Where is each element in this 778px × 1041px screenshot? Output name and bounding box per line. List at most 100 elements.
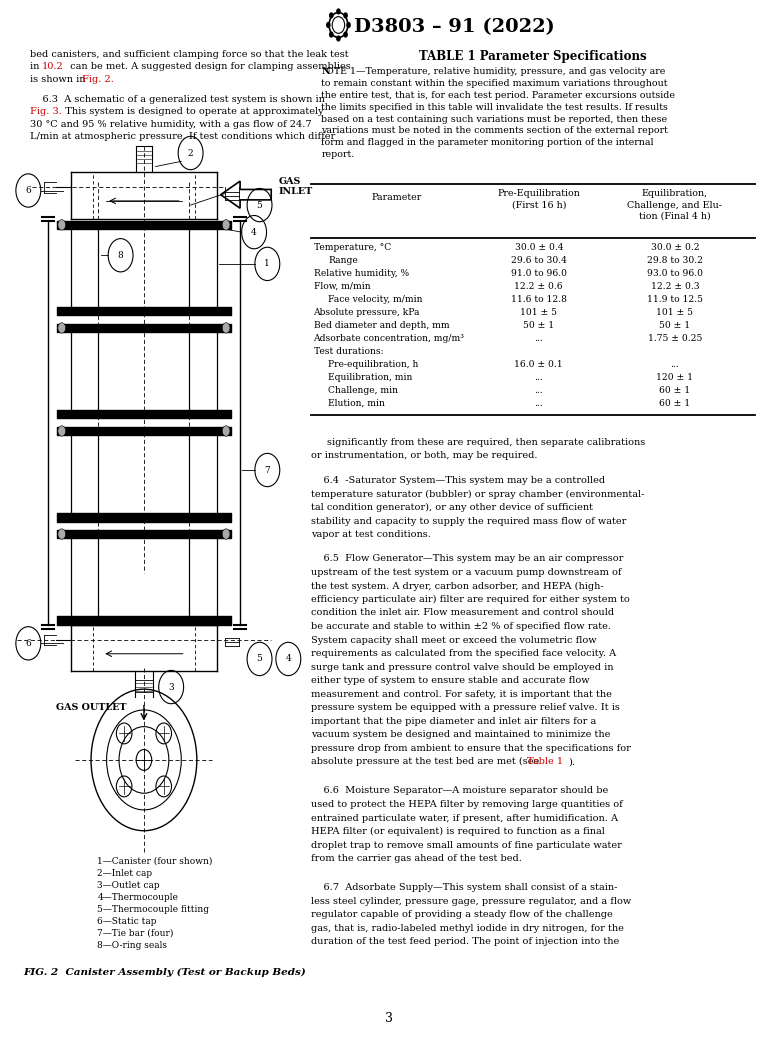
Text: 8—O-ring seals: 8—O-ring seals — [97, 941, 167, 949]
Text: Fig. 3.: Fig. 3. — [30, 107, 61, 117]
Text: important that the pipe diameter and inlet air filters for a: important that the pipe diameter and inl… — [311, 717, 597, 726]
Circle shape — [58, 426, 65, 436]
Text: Elution, min: Elution, min — [328, 399, 385, 408]
Text: ...: ... — [534, 334, 543, 342]
Text: Adsorbate concentration, mg/m³: Adsorbate concentration, mg/m³ — [314, 334, 464, 342]
Text: 4: 4 — [251, 228, 257, 236]
Text: upstream of the test system or a vacuum pump downstream of: upstream of the test system or a vacuum … — [311, 568, 622, 577]
Text: 11.6 to 12.8: 11.6 to 12.8 — [511, 295, 566, 304]
Circle shape — [336, 35, 341, 42]
Text: Pre-equilibration, h: Pre-equilibration, h — [328, 360, 419, 369]
Circle shape — [58, 220, 65, 230]
Text: Bed diameter and depth, mm: Bed diameter and depth, mm — [314, 321, 449, 330]
Text: This system is designed to operate at approximately: This system is designed to operate at ap… — [59, 107, 324, 117]
Text: 6: 6 — [26, 639, 31, 648]
Text: ...: ... — [671, 360, 679, 369]
Text: GAS OUTLET: GAS OUTLET — [55, 703, 126, 712]
Text: 11.9 to 12.5: 11.9 to 12.5 — [647, 295, 703, 304]
Circle shape — [223, 426, 230, 436]
Text: 7—Tie bar (four): 7—Tie bar (four) — [97, 929, 173, 938]
Text: N: N — [321, 67, 330, 76]
Text: 30.0 ± 0.4: 30.0 ± 0.4 — [514, 243, 563, 252]
Text: Table 1: Table 1 — [527, 758, 562, 766]
Circle shape — [326, 22, 331, 28]
Text: from the carrier gas ahead of the test bed.: from the carrier gas ahead of the test b… — [311, 855, 522, 863]
Text: GAS
INLET: GAS INLET — [279, 177, 314, 196]
Text: System capacity shall meet or exceed the volumetric flow: System capacity shall meet or exceed the… — [311, 636, 597, 644]
Text: Parameter: Parameter — [372, 193, 422, 202]
Text: the test system. A dryer, carbon adsorber, and HEPA (high-: the test system. A dryer, carbon adsorbe… — [311, 582, 604, 590]
Text: 50 ± 1: 50 ± 1 — [523, 321, 555, 330]
Text: 4: 4 — [286, 655, 291, 663]
Text: or instrumentation, or both, may be required.: or instrumentation, or both, may be requ… — [311, 452, 538, 460]
Text: 30.0 ± 0.2: 30.0 ± 0.2 — [650, 243, 699, 252]
Text: Relative humidity, %: Relative humidity, % — [314, 269, 408, 278]
Text: 3: 3 — [385, 1012, 393, 1024]
Circle shape — [58, 323, 65, 333]
Circle shape — [336, 8, 341, 15]
Text: based on a test containing such variations must be reported, then these: based on a test containing such variatio… — [321, 115, 668, 124]
Text: vapor at test conditions.: vapor at test conditions. — [311, 531, 431, 539]
Text: variations must be noted in the comments section of the external report: variations must be noted in the comments… — [321, 127, 668, 135]
Circle shape — [346, 22, 351, 28]
Text: the entire test, that is, for each test period. Parameter excursions outside: the entire test, that is, for each test … — [321, 91, 675, 100]
Text: Challenge, min: Challenge, min — [328, 386, 398, 395]
Text: can be met. A suggested design for clamping assemblies: can be met. A suggested design for clamp… — [67, 62, 351, 72]
Text: pressure drop from ambient to ensure that the specifications for: pressure drop from ambient to ensure tha… — [311, 744, 631, 753]
Text: 6.6  Moisture Separator—A moisture separator should be: 6.6 Moisture Separator—A moisture separa… — [311, 787, 608, 795]
Text: 5—Thermocouple fitting: 5—Thermocouple fitting — [97, 905, 209, 914]
Text: 3: 3 — [168, 683, 174, 691]
Circle shape — [223, 323, 230, 333]
Text: 120 ± 1: 120 ± 1 — [657, 373, 693, 382]
Text: 29.8 to 30.2: 29.8 to 30.2 — [647, 256, 703, 264]
Text: 101 ± 5: 101 ± 5 — [520, 308, 557, 316]
Text: is shown in: is shown in — [30, 75, 88, 84]
Text: be accurate and stable to within ±2 % of specified flow rate.: be accurate and stable to within ±2 % of… — [311, 623, 612, 631]
Text: HEPA filter (or equivalent) is required to function as a final: HEPA filter (or equivalent) is required … — [311, 828, 605, 836]
Text: 12.2 ± 0.3: 12.2 ± 0.3 — [650, 282, 699, 290]
Text: Equilibration,
Challenge, and Elu-
tion (Final 4 h): Equilibration, Challenge, and Elu- tion … — [627, 189, 723, 221]
Text: Equilibration, min: Equilibration, min — [328, 373, 412, 382]
Text: 101 ± 5: 101 ± 5 — [657, 308, 693, 316]
Text: requirements as calculated from the specified face velocity. A: requirements as calculated from the spec… — [311, 650, 616, 658]
Text: TABLE 1 Parameter Specifications: TABLE 1 Parameter Specifications — [419, 50, 647, 62]
Text: 50 ± 1: 50 ± 1 — [659, 321, 691, 330]
Text: 10.2: 10.2 — [42, 62, 64, 72]
Text: Temperature, °C: Temperature, °C — [314, 243, 391, 252]
Text: ...: ... — [534, 373, 543, 382]
Text: 60 ± 1: 60 ± 1 — [659, 386, 691, 395]
Text: 4—Thermocouple: 4—Thermocouple — [97, 893, 178, 902]
Text: ).: ). — [568, 758, 575, 766]
Text: significantly from these are required, then separate calibrations: significantly from these are required, t… — [327, 438, 645, 447]
Text: 6.5  Flow Generator—This system may be an air compressor: 6.5 Flow Generator—This system may be an… — [311, 555, 624, 563]
Text: entrained particulate water, if present, after humidification. A: entrained particulate water, if present,… — [311, 814, 619, 822]
Text: 6.4  ­Saturator System—This system may be a controlled: 6.4 ­Saturator System—This system may be… — [311, 477, 605, 485]
Text: Absolute pressure, kPa: Absolute pressure, kPa — [314, 308, 420, 316]
Text: measurement and control. For safety, it is important that the: measurement and control. For safety, it … — [311, 690, 612, 699]
Text: 60 ± 1: 60 ± 1 — [659, 399, 691, 408]
Text: 2: 2 — [187, 149, 194, 157]
Text: efficiency particulate air) filter are required for either system to: efficiency particulate air) filter are r… — [311, 595, 630, 604]
Text: vacuum system be designed and maintained to minimize the: vacuum system be designed and maintained… — [311, 731, 611, 739]
Circle shape — [332, 17, 345, 33]
Text: regulator capable of providing a steady flow of the challenge: regulator capable of providing a steady … — [311, 911, 613, 919]
Text: 1—Canister (four shown): 1—Canister (four shown) — [97, 857, 212, 866]
Text: Face velocity, m/min: Face velocity, m/min — [328, 295, 422, 304]
Text: Test durations:: Test durations: — [314, 347, 384, 356]
Text: 6: 6 — [26, 186, 31, 195]
Text: droplet trap to remove small amounts of fine particulate water: droplet trap to remove small amounts of … — [311, 841, 622, 849]
Circle shape — [58, 529, 65, 539]
Text: gas, that is, radio-labeled methyl iodide in dry nitrogen, for the: gas, that is, radio-labeled methyl iodid… — [311, 924, 624, 933]
Text: tal condition generator), or any other device of sufficient: tal condition generator), or any other d… — [311, 504, 593, 512]
Text: 7: 7 — [265, 465, 270, 475]
Text: ...: ... — [534, 399, 543, 408]
Text: 5: 5 — [257, 201, 262, 209]
Text: 6.7  Adsorbate Supply—This system shall consist of a stain-: 6.7 Adsorbate Supply—This system shall c… — [311, 884, 618, 892]
Text: bed canisters, and sufficient clamping force so that the leak test: bed canisters, and sufficient clamping f… — [30, 50, 349, 59]
Text: the limits specified in this table will invalidate the test results. If results: the limits specified in this table will … — [321, 102, 668, 111]
Text: 5: 5 — [257, 655, 262, 663]
Text: 2—Inlet cap: 2—Inlet cap — [97, 869, 152, 878]
Text: Range: Range — [328, 256, 358, 264]
Circle shape — [343, 31, 348, 37]
Circle shape — [329, 12, 334, 19]
